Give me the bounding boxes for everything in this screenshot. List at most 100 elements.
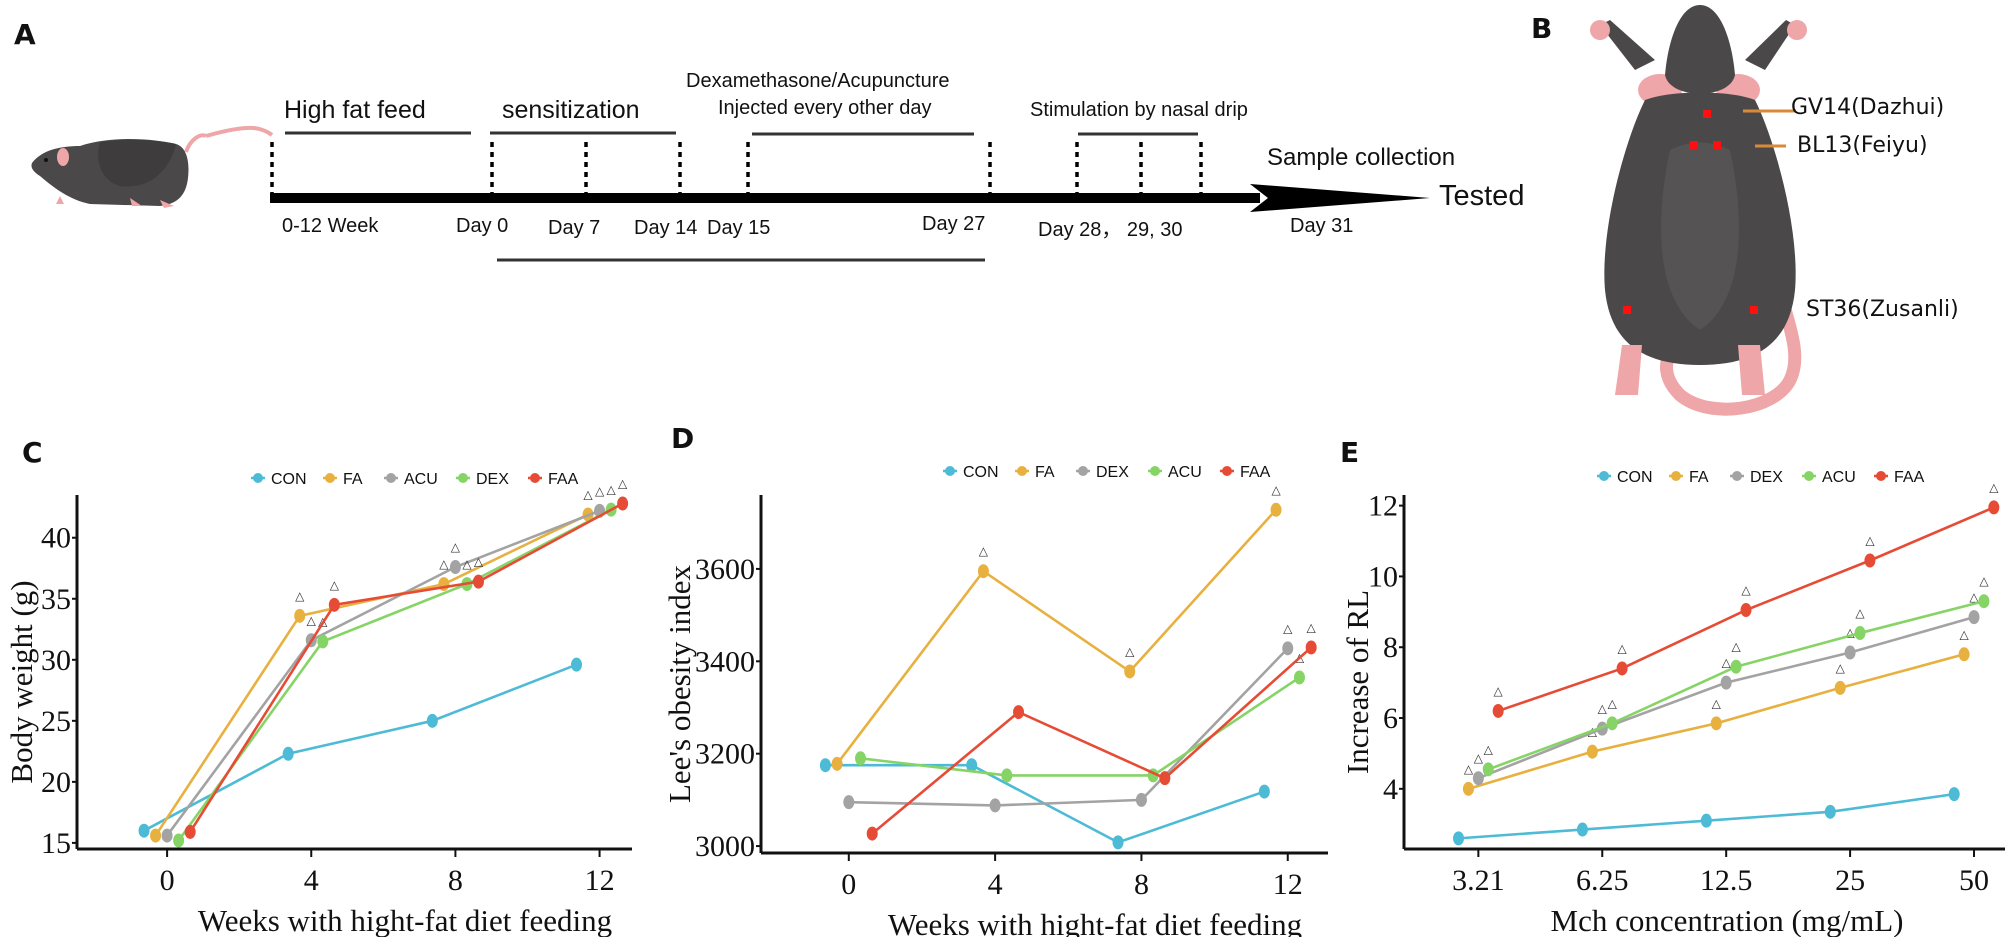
data-point-dex [1135, 792, 1147, 807]
legend-swatch-acu [386, 473, 396, 483]
y-tick-label: 35 [41, 583, 71, 616]
legend-swatch-acu [1150, 466, 1160, 476]
significance-marker: △ [295, 589, 305, 603]
legend-swatch-acu [1804, 471, 1814, 481]
acupoint-bl13-left-marker [1690, 141, 1698, 149]
significance-marker: △ [1283, 621, 1293, 635]
x-axis-title: Mch concentration (mg/mL) [1551, 903, 1904, 937]
legend-label-fa: FA [343, 471, 363, 488]
series-line-acu [860, 676, 1301, 777]
data-point-con [138, 823, 150, 838]
y-tick-label: 4 [1383, 773, 1398, 806]
significance-marker: △ [462, 557, 472, 571]
data-point-faa [1492, 703, 1504, 718]
x-tick-label: 8 [1134, 868, 1149, 901]
legend-swatch-con [253, 473, 263, 483]
acupoint-bl13-label: BL13(Feiyu) [1797, 133, 1928, 158]
y-tick-label: 12 [1368, 490, 1398, 523]
y-tick-label: 3400 [695, 645, 755, 678]
x-axis-title: Weeks with hight-fat diet feeding [888, 907, 1302, 937]
legend-label-con: CON [963, 464, 999, 481]
acupoint-st36-label: ST36(Zusanli) [1806, 297, 1959, 322]
x-tick-label: 6.25 [1576, 864, 1629, 897]
significance-marker: △ [1741, 583, 1751, 597]
data-point-fa [1586, 744, 1598, 759]
timeline-arrowhead [1250, 184, 1430, 212]
timepoint-day0: Day 0 [456, 215, 509, 237]
data-point-acu [854, 751, 866, 766]
data-point-acu [449, 560, 461, 575]
panel-c-letter: C [22, 436, 43, 469]
y-axis-title: Lee's obesity index [662, 564, 697, 803]
timepoint-day7: Day 7 [548, 217, 601, 239]
y-tick-label: 20 [41, 766, 71, 799]
y-tick-label: 10 [1368, 560, 1398, 593]
significance-marker: △ [1307, 620, 1317, 634]
data-point-dex [989, 798, 1001, 813]
timeline-bar [270, 193, 1260, 203]
series-line-dex [177, 508, 612, 842]
series-line-acu [166, 509, 601, 837]
series-line-faa [189, 502, 624, 833]
legend-label-acu: ACU [1168, 464, 1202, 481]
series-line-dex [1477, 615, 1975, 780]
data-point-faa [1616, 661, 1628, 676]
data-point-fa [1462, 781, 1474, 796]
data-point-fa [294, 608, 306, 623]
data-point-con [1576, 822, 1588, 837]
timepoint-markers [270, 142, 1203, 193]
significance-marker: △ [439, 557, 449, 571]
legend-swatch-dex [458, 473, 468, 483]
data-point-con [1824, 804, 1836, 819]
series-line-faa [871, 646, 1313, 835]
panel-d-letter: D [671, 422, 695, 455]
significance-marker: △ [606, 483, 616, 497]
data-point-faa [472, 574, 484, 589]
data-point-dex [1282, 641, 1294, 656]
significance-marker: △ [1598, 702, 1608, 716]
panel-b-letter: B [1531, 12, 1553, 45]
data-point-dex [1472, 771, 1484, 786]
data-point-con [1700, 813, 1712, 828]
legend-label-faa: FAA [1240, 464, 1271, 481]
significance-marker: △ [1125, 644, 1135, 658]
data-point-fa [1124, 664, 1136, 679]
timepoint-day27: Day 27 [922, 213, 986, 235]
y-axis-title: Increase of RL [1340, 590, 1375, 774]
x-tick-label: 50 [1959, 864, 1989, 897]
y-tick-label: 25 [41, 705, 71, 738]
data-point-con [1453, 831, 1465, 846]
significance-marker: △ [474, 555, 484, 569]
data-point-con [426, 713, 438, 728]
legend-label-acu: ACU [404, 471, 438, 488]
significance-marker: △ [451, 540, 461, 554]
timepoint-day28-30: Day 28， 29, 30 [1038, 219, 1183, 241]
significance-marker: △ [1271, 483, 1281, 497]
phase-dex-acu-subtitle: Injected every other day [718, 97, 932, 119]
significance-marker: △ [595, 484, 605, 498]
data-point-fa [831, 756, 843, 771]
significance-marker: △ [1865, 533, 1875, 547]
data-point-faa [1013, 705, 1025, 720]
legend-label-faa: FAA [548, 471, 579, 488]
significance-marker: △ [1969, 590, 1979, 604]
data-point-dex [1720, 675, 1732, 690]
legend-label-faa: FAA [1894, 469, 1925, 486]
legend-swatch-fa [1671, 471, 1681, 481]
phase-dex-acu-title: Dexamethasone/Acupuncture [686, 70, 950, 92]
chart-d: 3000 3200 3400 3600 0 4 8 12 Weeks with hight-fa… [662, 464, 1328, 937]
data-point-con [1258, 784, 1270, 799]
x-tick-label: 12.5 [1700, 864, 1753, 897]
data-point-acu [1001, 768, 1013, 783]
data-point-fa [1710, 716, 1722, 731]
data-point-con [1948, 787, 1960, 802]
data-point-faa [1305, 640, 1317, 655]
acupoint-gv14-label: GV14(Dazhui) [1791, 95, 1945, 120]
timepoint-weeks: 0-12 Week [282, 215, 379, 237]
x-tick-label: 12 [585, 864, 615, 897]
data-point-con [966, 758, 978, 773]
significance-marker: △ [1979, 574, 1989, 588]
data-point-fa [977, 564, 989, 579]
legend-label-dex: DEX [1750, 469, 1783, 486]
